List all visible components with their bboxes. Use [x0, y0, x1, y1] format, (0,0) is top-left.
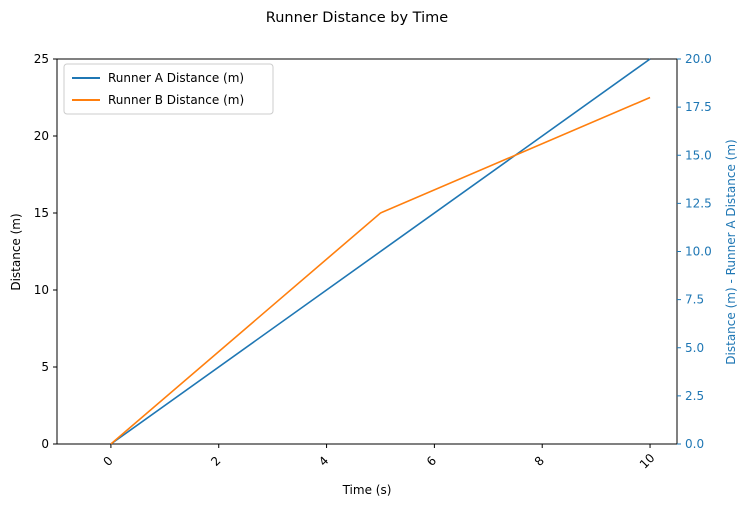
x-axis-label: Time (s) [342, 483, 392, 497]
y2-tick-label: 2.5 [685, 389, 704, 403]
legend: Runner A Distance (m) Runner B Distance … [63, 63, 274, 115]
x-tick-label: 6 [424, 454, 439, 469]
plot-frame [56, 58, 678, 445]
x-axis: 0 2 4 6 8 10 [100, 444, 658, 472]
y2-tick-label: 17.5 [685, 100, 712, 114]
x-tick-label: 0 [100, 454, 115, 469]
plot-area [56, 58, 678, 445]
legend-label-runner-a: Runner A Distance (m) [108, 71, 244, 85]
y-tick-label: 5 [41, 360, 49, 374]
y2-axis: 0.0 2.5 5.0 7.5 10.0 12.5 15.0 17.5 20.0 [677, 52, 712, 451]
y-axis-label: Distance (m) [9, 213, 23, 290]
y2-tick-label: 12.5 [685, 196, 712, 210]
y2-tick-label: 0.0 [685, 437, 704, 451]
y2-axis-label: Distance (m) - Runner A Distance (m) [724, 139, 738, 364]
y-tick-label: 0 [41, 437, 49, 451]
legend-box [63, 63, 274, 115]
series-line-1 [110, 96, 651, 445]
y2-tick-label: 5.0 [685, 341, 704, 355]
legend-label-runner-b: Runner B Distance (m) [108, 93, 244, 107]
x-tick-label: 8 [532, 454, 547, 469]
y2-tick-label: 10.0 [685, 245, 712, 259]
y2-tick-label: 15.0 [685, 148, 712, 162]
y2-tick-label: 7.5 [685, 293, 704, 307]
y-tick-label: 20 [34, 129, 49, 143]
y2-tick-label: 20.0 [685, 52, 712, 66]
x-tick-label: 4 [316, 454, 331, 469]
y-axis: 0 5 10 15 20 25 [34, 52, 57, 451]
y-tick-label: 25 [34, 52, 49, 66]
x-tick-label: 10 [637, 451, 658, 472]
y-tick-label: 10 [34, 283, 49, 297]
series-layer [110, 58, 651, 445]
series-line-0 [110, 58, 651, 445]
chart-title: Runner Distance by Time [266, 10, 448, 26]
y-tick-label: 15 [34, 206, 49, 220]
x-tick-label: 2 [208, 454, 223, 469]
